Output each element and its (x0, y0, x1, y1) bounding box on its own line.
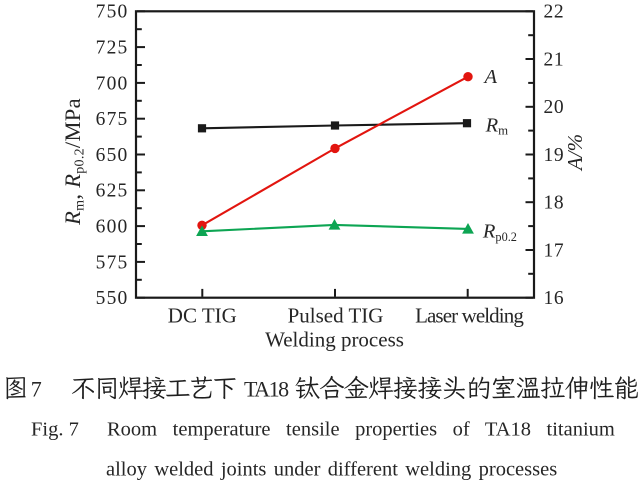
svg-text:Rm: Rm (485, 114, 509, 137)
svg-text:21: 21 (544, 49, 565, 70)
svg-text:alloy welded joints under diff: alloy welded joints under different weld… (106, 459, 557, 481)
svg-text:Room temperature tensile prope: Room temperature tensile properties of T… (107, 419, 615, 441)
svg-text:A/%: A/% (563, 134, 587, 172)
svg-text:575: 575 (96, 252, 129, 273)
svg-text:Laser welding: Laser welding (415, 303, 524, 327)
svg-text:700: 700 (96, 73, 129, 94)
svg-text:17: 17 (544, 240, 565, 261)
svg-text:DC TIG: DC TIG (168, 303, 237, 327)
svg-text:Welding process: Welding process (265, 328, 404, 352)
svg-text:550: 550 (96, 288, 129, 309)
svg-text:19: 19 (544, 145, 565, 166)
svg-text:16: 16 (544, 288, 565, 309)
svg-text:20: 20 (544, 97, 565, 118)
svg-text:750: 750 (96, 2, 129, 23)
svg-text:22: 22 (544, 2, 565, 23)
svg-text:675: 675 (96, 109, 129, 130)
svg-text:TA18: TA18 (244, 376, 289, 401)
svg-text:18: 18 (544, 193, 565, 214)
svg-text:Pulsed TIG: Pulsed TIG (288, 303, 384, 327)
svg-text:625: 625 (96, 181, 129, 202)
svg-text:7: 7 (31, 376, 42, 401)
svg-text:Rp0.2: Rp0.2 (482, 220, 517, 244)
svg-text:725: 725 (96, 38, 129, 59)
svg-text:Rm, Rp0.2/MPa: Rm, Rp0.2/MPa (60, 98, 87, 226)
svg-text:Fig. 7: Fig. 7 (31, 419, 79, 441)
svg-text:A: A (483, 66, 498, 88)
svg-text:600: 600 (96, 217, 129, 238)
svg-text:650: 650 (96, 145, 129, 166)
